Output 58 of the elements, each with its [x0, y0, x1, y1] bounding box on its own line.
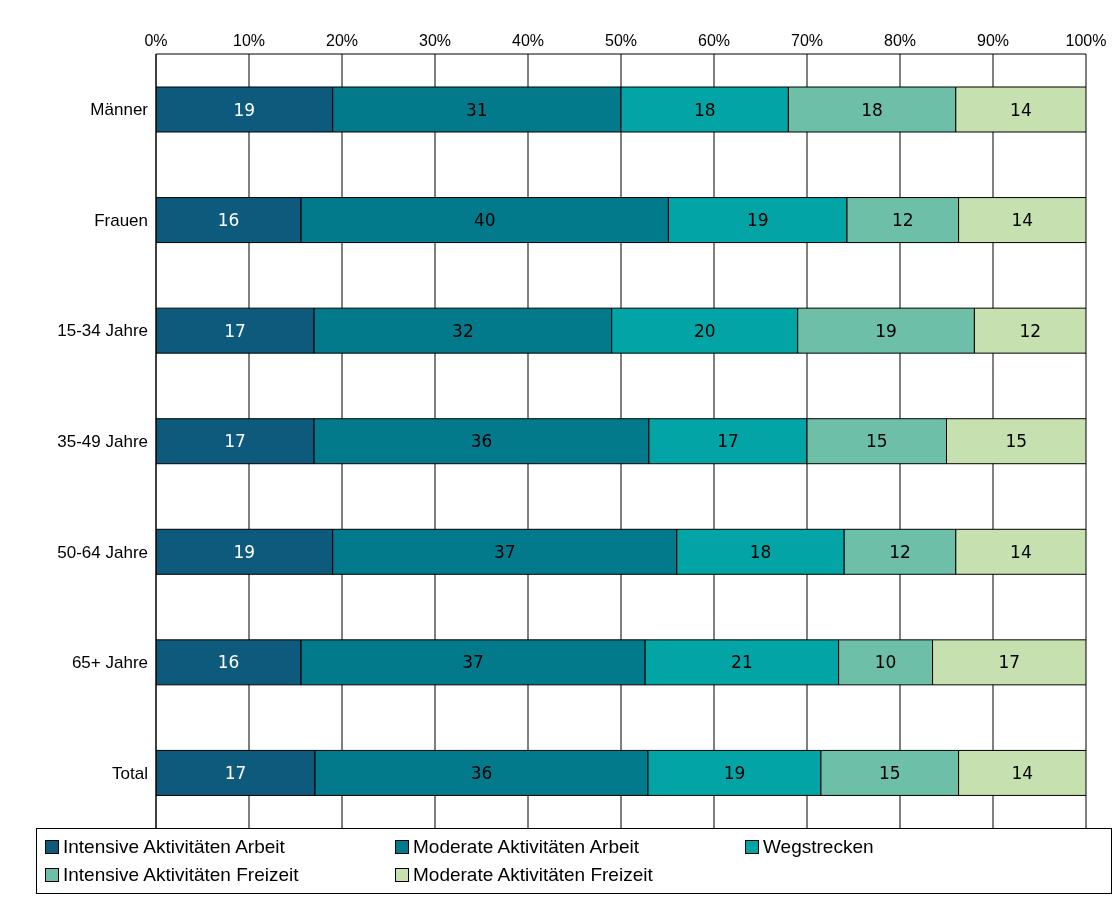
data-label: 37: [493, 541, 516, 562]
x-tick-label: 90%: [976, 32, 1010, 49]
y-tick-label: Total: [112, 763, 148, 783]
legend-label: Wegstrecken: [763, 836, 874, 858]
data-label: 16: [217, 652, 240, 673]
data-label: 15: [1005, 431, 1028, 452]
x-tick-label: 50%: [604, 32, 638, 49]
y-tick-label: 50-64 Jahre: [57, 542, 148, 562]
x-tick-label: 40%: [511, 32, 545, 49]
data-label: 19: [723, 762, 746, 783]
data-label: 17: [717, 431, 739, 452]
x-tick-label: 20%: [325, 32, 359, 49]
y-tick-label: 15-34 Jahre: [57, 321, 148, 341]
data-label: 40: [473, 210, 496, 231]
data-label: 19: [746, 210, 769, 231]
data-label: 37: [462, 652, 484, 673]
data-label: 19: [233, 99, 256, 120]
data-label: 17: [224, 762, 247, 783]
y-tick-label: Frauen: [94, 210, 148, 230]
x-tick-label: 100%: [1065, 32, 1107, 49]
data-label: 17: [224, 320, 246, 341]
x-tick-label: 0%: [144, 32, 168, 49]
x-tick-label: 30%: [418, 32, 452, 49]
x-tick-label: 70%: [790, 32, 824, 49]
data-label: 12: [1019, 320, 1042, 341]
x-tick-label: 60%: [697, 32, 731, 49]
data-label: 10: [874, 652, 897, 673]
y-tick-label: 65+ Jahre: [71, 653, 148, 673]
data-label: 14: [1010, 99, 1032, 120]
x-tick-label: 80%: [883, 32, 917, 49]
x-tick-label: 10%: [232, 32, 266, 49]
data-label: 12: [891, 210, 914, 231]
data-label: 21: [731, 652, 753, 673]
data-label: 32: [452, 320, 474, 341]
data-label: 14: [1011, 762, 1034, 783]
data-label: 17: [998, 652, 1021, 673]
legend-label: Intensive Aktivitäten Freizeit: [63, 864, 299, 886]
data-label: 17: [224, 431, 246, 452]
data-label: 36: [470, 762, 493, 783]
data-label: 20: [693, 320, 716, 341]
data-label: 18: [749, 541, 772, 562]
data-label: 15: [878, 762, 901, 783]
legend-label: Moderate Aktivitäten Freizeit: [413, 864, 653, 886]
data-label: 16: [217, 210, 240, 231]
data-label: 19: [875, 320, 897, 341]
legend-label: Moderate Aktivitäten Arbeit: [413, 836, 640, 858]
data-label: 19: [233, 541, 256, 562]
data-label: 14: [1010, 541, 1032, 562]
data-label: 18: [861, 99, 883, 120]
y-tick-label: Männer: [90, 100, 149, 120]
data-label: 18: [693, 99, 716, 120]
data-label: 36: [470, 431, 493, 452]
y-tick-label: 35-49 Jahre: [57, 432, 148, 452]
data-label: 31: [466, 99, 488, 120]
data-label: 14: [1011, 210, 1034, 231]
legend-label: Intensive Aktivitäten Arbeit: [63, 836, 285, 858]
data-label: 15: [865, 431, 888, 452]
data-label: 12: [889, 541, 911, 562]
